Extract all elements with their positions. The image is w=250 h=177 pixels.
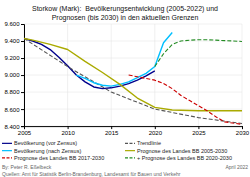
legend: Bevölkerung (vor Zensus) Trendlinie Bevölk… — [2, 140, 232, 161]
tick: 9.600 — [4, 21, 24, 27]
tick-label: 8.800 — [4, 89, 20, 95]
tick-mark — [21, 24, 24, 25]
grid-line-y — [24, 58, 242, 59]
tick-mark — [155, 126, 156, 129]
tick-mark — [242, 126, 243, 129]
tick-mark — [21, 126, 24, 127]
series-line — [24, 38, 242, 110]
tick-mark — [21, 109, 24, 110]
legend-label: Trendlinie — [137, 140, 161, 146]
tick: 9.400 — [4, 38, 24, 44]
tick: 8.400 — [4, 124, 24, 130]
legend-label: Prognose des Landes BB 2005-2030 — [137, 148, 227, 154]
grid-line-x — [154, 24, 155, 126]
tick: 8.600 — [4, 107, 24, 113]
tick-mark — [21, 58, 24, 59]
chart: Storkow (Mark): Bevölkerungsentwicklung … — [0, 0, 250, 177]
tick-label: 9.000 — [4, 72, 20, 78]
legend-item: Prognose des Landes BB 2017-2030 — [2, 155, 104, 161]
grid — [24, 24, 242, 126]
legend-label: Bevölkerung (vor Zensus) — [14, 140, 77, 146]
series-line — [129, 75, 242, 124]
legend-label: Bevölkerung (nach Zensus) — [14, 148, 81, 154]
x-axis-line — [25, 127, 243, 130]
tick-label: 2025 — [192, 130, 206, 136]
series-line — [24, 38, 242, 123]
tick: 2005 — [18, 126, 32, 136]
tick-label: 2015 — [105, 130, 119, 136]
tick: 9.000 — [4, 72, 24, 78]
title-line: Prognosen (bis 2030) in den aktuellen Gr… — [52, 14, 199, 22]
grid-line-y — [24, 75, 242, 76]
y-axis-line — [21, 25, 25, 127]
tick-label: 9.600 — [4, 21, 20, 27]
tick: 2025 — [192, 126, 206, 136]
annotation: By: Peter R. Eßelbeck — [2, 164, 52, 170]
tick-mark — [21, 92, 24, 93]
tick: 9.200 — [4, 55, 24, 61]
x-axis: 2005 2010 2015 2020 2025 2030 — [18, 126, 250, 136]
tick-mark — [21, 75, 24, 76]
annotation: April 2022 — [225, 164, 248, 170]
title-line: Storkow (Mark): Bevölkerungsentwicklung … — [32, 5, 218, 13]
grid-line-x — [111, 24, 112, 126]
tick-label: 2020 — [149, 130, 163, 136]
tick-label: 8.400 — [4, 124, 20, 130]
tick-label: 2005 — [18, 130, 32, 136]
tick-label: 9.400 — [4, 38, 20, 44]
series-line — [155, 40, 242, 67]
tick-mark — [68, 126, 69, 129]
legend-swatch — [125, 143, 135, 144]
tick: 2010 — [61, 126, 75, 136]
legend-swatch — [2, 150, 12, 151]
annotation: Quellen: Amt für Statistik Berlin-Brande… — [2, 171, 181, 177]
legend-item: Bevölkerung (vor Zensus) — [2, 140, 77, 146]
legend-swatch — [125, 150, 135, 151]
series-line — [76, 33, 172, 87]
tick-label: 9.200 — [4, 55, 20, 61]
tick: 2015 — [105, 126, 119, 136]
tick-mark — [198, 126, 199, 129]
legend-label: Prognose des Landes BB 2017-2030 — [14, 155, 104, 161]
legend-label: + Prognose des Landes BB 2020-2030 — [137, 155, 232, 161]
tick-mark — [21, 41, 24, 42]
grid-line-y — [24, 109, 242, 110]
tick: 2020 — [149, 126, 163, 136]
grid-line-x — [67, 24, 68, 126]
grid-line-y — [24, 24, 242, 25]
legend-swatch — [125, 157, 135, 158]
tick-label: 2030 — [236, 130, 250, 136]
legend-swatch — [2, 157, 12, 158]
legend-item: Trendlinie — [125, 140, 161, 146]
tick-mark — [111, 126, 112, 129]
y-axis: 8.400 8.600 8.800 9.000 9.200 9.400 9.600 — [4, 21, 24, 129]
tick-label: 2010 — [61, 130, 75, 136]
legend-item: Bevölkerung (nach Zensus) — [2, 148, 81, 154]
grid-line-y — [24, 92, 242, 93]
tick: 2030 — [236, 126, 250, 136]
tick-label: 8.600 — [4, 107, 20, 113]
legend-swatch — [2, 143, 12, 144]
title: Storkow (Mark): Bevölkerungsentwicklung … — [32, 5, 218, 22]
legend-item: Prognose des Landes BB 2005-2030 — [125, 148, 227, 154]
legend-item: + Prognose des Landes BB 2020-2030 — [125, 155, 232, 161]
tick: 8.800 — [4, 89, 24, 95]
grid-line-y — [24, 41, 242, 42]
plot-area — [24, 33, 242, 125]
